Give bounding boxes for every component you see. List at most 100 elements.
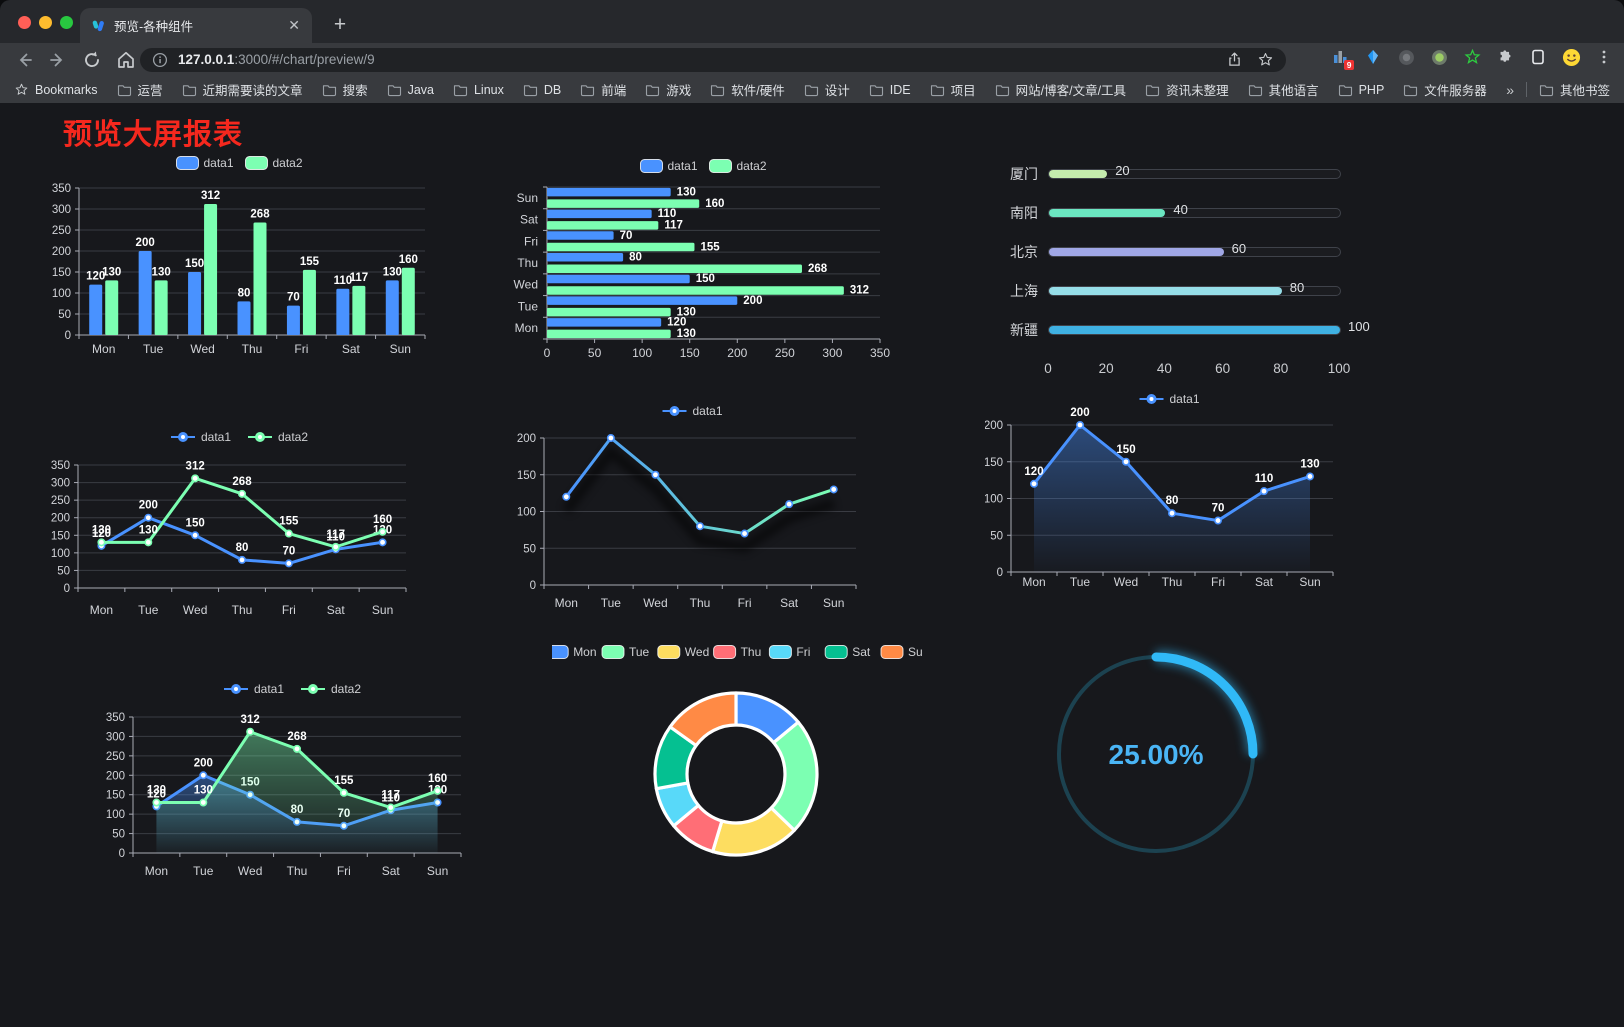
dual-line-chart[interactable]: data1 data2 0 50 100 150 200 250 300 350 Mon Tue Wed… [48, 424, 413, 636]
svg-text:Tue: Tue [138, 603, 159, 617]
grouped-bar-chart[interactable]: data1 data2 0 50 100 150 200 250 300 350 Mon 120 130… [45, 150, 430, 365]
site-info-icon[interactable] [152, 52, 168, 68]
svg-text:Wed: Wed [238, 864, 262, 878]
page-content: 预览大屏报表 data1 data2 0 50 100 150 200 250 300 350 Mo… [0, 103, 1624, 1027]
profile-avatar[interactable] [1561, 47, 1581, 67]
bookmark-folder[interactable]: DB [523, 80, 561, 99]
kite-extension-icon[interactable] [1363, 47, 1383, 67]
svg-text:300: 300 [52, 204, 71, 216]
share-icon[interactable] [1226, 51, 1243, 68]
svg-text:100: 100 [632, 346, 652, 360]
bookmark-folder[interactable]: 其他语言 [1248, 80, 1319, 99]
new-tab-button[interactable]: + [333, 13, 347, 36]
svg-text:Sun: Sun [908, 645, 922, 659]
bookmark-folder[interactable]: 前端 [580, 80, 626, 99]
x-axis-tick-label: 0 [1044, 361, 1052, 376]
star-icon [15, 83, 28, 95]
svg-text:120: 120 [1024, 466, 1043, 478]
bookmark-folder[interactable]: 游戏 [645, 80, 691, 99]
svg-text:160: 160 [705, 198, 724, 210]
svg-text:Fri: Fri [524, 234, 538, 248]
svg-text:250: 250 [52, 225, 71, 237]
green-star-extension-icon[interactable] [1462, 47, 1482, 67]
svg-text:130: 130 [152, 266, 171, 278]
close-window-button[interactable] [18, 16, 31, 29]
svg-text:data1: data1 [204, 156, 234, 170]
svg-text:250: 250 [51, 495, 70, 507]
svg-text:200: 200 [1070, 407, 1089, 419]
bookmark-folder[interactable]: 运营 [117, 80, 163, 99]
svg-text:Wed: Wed [1114, 575, 1138, 589]
svg-text:200: 200 [106, 770, 125, 782]
dark-circle-extension-icon[interactable] [1396, 47, 1416, 67]
svg-text:Thu: Thu [287, 864, 308, 878]
bookmark-folder[interactable]: 搜索 [322, 80, 368, 99]
svg-text:117: 117 [664, 220, 683, 232]
svg-text:Sun: Sun [390, 342, 411, 356]
green-circle-extension-icon[interactable] [1429, 47, 1449, 67]
bookmarks-overflow-chevron[interactable]: » [1506, 81, 1514, 98]
svg-text:data1: data1 [693, 404, 723, 418]
bookmark-star-icon[interactable] [1257, 51, 1274, 68]
svg-text:50: 50 [523, 543, 536, 555]
svg-text:Sat: Sat [852, 645, 871, 659]
svg-text:350: 350 [51, 460, 70, 472]
svg-text:0: 0 [64, 583, 70, 595]
svg-text:130: 130 [92, 524, 111, 536]
bookmarks-separator [1525, 82, 1527, 97]
svg-text:Thu: Thu [690, 596, 711, 610]
bookmark-folder[interactable]: 资讯未整理 [1145, 80, 1229, 99]
svg-text:50: 50 [588, 346, 602, 360]
back-icon[interactable] [12, 48, 36, 72]
stats-extension-icon[interactable]: 9 [1330, 47, 1354, 70]
progress-bars-chart[interactable]: 厦门 20 南阳 40 北京 60 上海 80 新疆 100 0 20 40 60 80 100 [993, 158, 1383, 386]
folder-icon [930, 85, 944, 97]
bookmark-folder[interactable]: IDE [869, 80, 911, 99]
svg-text:312: 312 [186, 460, 205, 472]
other-bookmarks-folder[interactable]: 其他书签 [1539, 80, 1610, 99]
bookmark-folder[interactable]: 近期需要读的文章 [182, 80, 303, 99]
dual-area-line-chart[interactable]: data1 data2 0 50 100 150 200 250 300 350 Mon Tue Wed… [103, 676, 471, 888]
bookmark-folder[interactable]: 项目 [930, 80, 976, 99]
forward-icon[interactable] [46, 48, 70, 72]
bookmark-folder[interactable]: PHP [1338, 80, 1384, 99]
url-text[interactable]: 127.0.0.1:3000/#/chart/preview/9 [178, 52, 375, 67]
fullscreen-window-button[interactable] [60, 16, 73, 29]
bookmarks-manager[interactable]: Bookmarks [14, 82, 98, 97]
bookmark-folder[interactable]: 设计 [804, 80, 850, 99]
svg-text:312: 312 [850, 285, 869, 297]
extensions-puzzle-icon[interactable] [1495, 47, 1515, 67]
bookmark-folder[interactable]: Linux [453, 80, 504, 99]
address-bar[interactable]: 127.0.0.1:3000/#/chart/preview/9 [140, 47, 1286, 72]
svg-text:Fri: Fri [796, 645, 810, 659]
progress-value: 60 [1231, 241, 1247, 256]
svg-text:160: 160 [428, 773, 447, 785]
x-axis-tick-label: 60 [1215, 361, 1231, 376]
svg-text:130: 130 [677, 328, 696, 340]
bookmark-folder[interactable]: 软件/硬件 [710, 80, 785, 99]
svg-text:80: 80 [629, 252, 642, 264]
area-line-chart[interactable]: data1 0 50 100 150 200 Mon Tue Wed Thu Fri Sat Sun 12… [985, 386, 1345, 596]
gauge-chart[interactable]: 25.00% [1038, 638, 1274, 873]
horizontal-bar-chart[interactable]: data1 data2 0 50 100 150 200 250 300 350 Mon 120 130… [505, 153, 890, 365]
svg-text:Sun: Sun [1299, 575, 1320, 589]
bookmark-folder[interactable]: 网站/博客/文章/工具 [995, 80, 1126, 99]
bookmark-folder[interactable]: Java [387, 80, 434, 99]
svg-text:Fri: Fri [738, 596, 752, 610]
bookmark-folder[interactable]: 文件服务器 [1403, 80, 1487, 99]
svg-text:data2: data2 [273, 156, 303, 170]
svg-text:350: 350 [870, 346, 890, 360]
folder-icon [1404, 85, 1418, 97]
menu-kebab-icon[interactable] [1594, 47, 1614, 67]
reload-icon[interactable] [80, 48, 104, 72]
minimize-window-button[interactable] [39, 16, 52, 29]
device-frame-icon[interactable] [1528, 47, 1548, 67]
tab-close-icon[interactable]: ✕ [288, 17, 300, 33]
browser-tab[interactable]: 预览-各种组件 ✕ [80, 8, 312, 43]
donut-chart[interactable]: Mon Tue Wed Thu Fri Sat Sun [552, 638, 922, 873]
x-axis-tick-label: 20 [1098, 361, 1114, 376]
svg-text:200: 200 [985, 420, 1003, 432]
svg-text:Mon: Mon [90, 603, 113, 617]
home-icon[interactable] [114, 48, 138, 72]
gradient-line-chart[interactable]: data1 0 50 100 150 200 Mon Tue Wed Thu Fri Sat Sun [508, 398, 868, 610]
